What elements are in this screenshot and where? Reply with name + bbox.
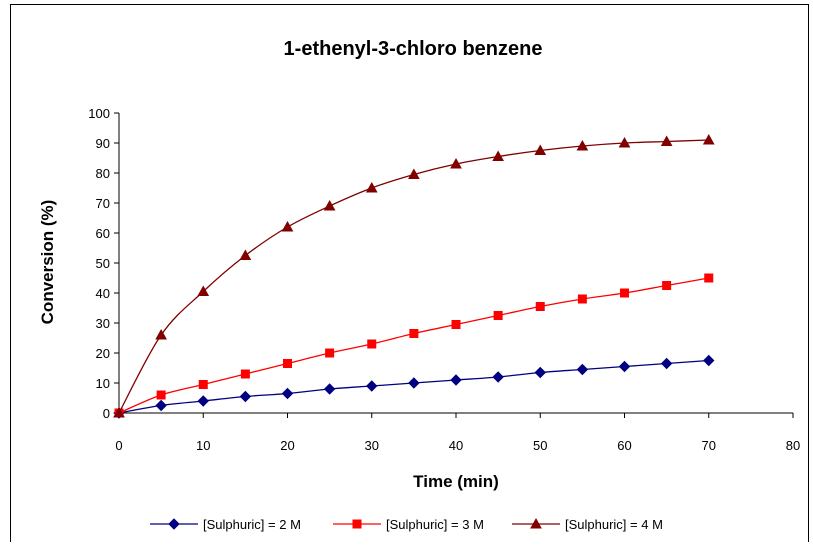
data-point — [281, 387, 294, 400]
data-point — [365, 181, 378, 193]
data-point — [198, 380, 208, 389]
y-tick-label: 0 — [103, 406, 110, 421]
data-point — [367, 339, 377, 349]
data-point — [662, 281, 672, 290]
y-tick-label: 100 — [88, 106, 110, 121]
legend-label: [Sulphuric] = 4 M — [565, 517, 663, 532]
data-point — [239, 390, 252, 403]
data-point — [323, 199, 336, 211]
x-tick-label: 70 — [702, 438, 716, 453]
y-tick-label: 80 — [96, 166, 110, 181]
legend-label: [Sulphuric] = 3 M — [386, 517, 484, 532]
y-tick-label: 10 — [96, 376, 110, 391]
data-point — [535, 302, 545, 311]
x-tick-label: 20 — [280, 438, 294, 453]
data-point — [408, 168, 420, 179]
data-point — [534, 144, 547, 155]
x-tick-label: 0 — [115, 438, 122, 453]
axes — [114, 112, 794, 418]
data-point — [155, 399, 167, 412]
x-tick-label: 10 — [196, 438, 210, 453]
data-point — [660, 357, 673, 370]
y-tick-label: 60 — [96, 226, 110, 241]
data-point — [702, 133, 715, 145]
legend-marker — [168, 518, 180, 530]
data-point — [450, 374, 462, 386]
x-tick-label: 30 — [365, 438, 379, 453]
x-axis-label: Time (min) — [413, 472, 499, 491]
data-point — [493, 311, 503, 320]
x-tick-label: 50 — [533, 438, 547, 453]
y-tick-label: 30 — [96, 316, 110, 331]
data-point — [576, 139, 589, 151]
series-layer — [113, 133, 715, 419]
x-tick-label: 40 — [449, 438, 463, 453]
data-point — [323, 383, 336, 395]
data-point — [577, 294, 587, 304]
data-point — [704, 273, 714, 283]
y-axis-label: Conversion (%) — [38, 200, 57, 325]
data-point — [366, 380, 378, 392]
data-point — [618, 136, 631, 148]
data-point — [408, 377, 420, 389]
data-point — [534, 366, 546, 379]
y-tick-label: 70 — [96, 196, 110, 211]
series-line — [118, 139, 709, 414]
x-tick-label: 60 — [617, 438, 631, 453]
data-point — [409, 329, 419, 338]
data-point — [155, 328, 167, 340]
data-point — [703, 354, 715, 367]
legend-item: [Sulphuric] = 3 M — [333, 517, 484, 532]
data-point — [492, 371, 504, 383]
data-point — [325, 348, 335, 358]
y-tick-label: 90 — [96, 136, 110, 151]
data-point — [197, 395, 209, 407]
data-point — [283, 359, 292, 368]
data-point — [492, 150, 504, 161]
legend-label: [Sulphuric] = 2 M — [203, 517, 301, 532]
data-point — [620, 288, 629, 298]
data-point — [113, 406, 125, 418]
x-tick-label: 80 — [786, 438, 800, 453]
legend: [Sulphuric] = 2 M [Sulphuric] = 3 M [Sulph… — [150, 517, 663, 532]
data-point — [576, 363, 589, 376]
series-2 — [114, 273, 714, 418]
y-tick-label: 50 — [96, 256, 110, 271]
legend-marker — [530, 517, 542, 529]
data-point — [281, 220, 294, 232]
data-point — [450, 157, 462, 169]
data-point — [618, 360, 631, 373]
data-point — [451, 320, 461, 329]
legend-item: [Sulphuric] = 2 M — [150, 517, 301, 532]
chart-title: 1-ethenyl-3-chloro benzene — [284, 38, 543, 60]
y-tick-label: 20 — [96, 346, 110, 361]
x-tick-labels: 0 10 20 30 40 50 60 70 80 — [115, 438, 800, 453]
data-point — [240, 369, 250, 379]
series-line — [118, 277, 709, 414]
legend-marker — [352, 519, 362, 529]
data-point — [239, 249, 252, 260]
data-point — [660, 135, 673, 146]
legend-item: [Sulphuric] = 4 M — [512, 517, 663, 532]
data-point — [197, 285, 210, 296]
series-3 — [113, 133, 715, 418]
data-point — [156, 390, 166, 400]
y-tick-labels: 0 10 20 30 40 50 60 70 80 90 100 — [88, 106, 110, 421]
y-tick-label: 40 — [96, 286, 110, 301]
chart-frame — [10, 4, 809, 542]
